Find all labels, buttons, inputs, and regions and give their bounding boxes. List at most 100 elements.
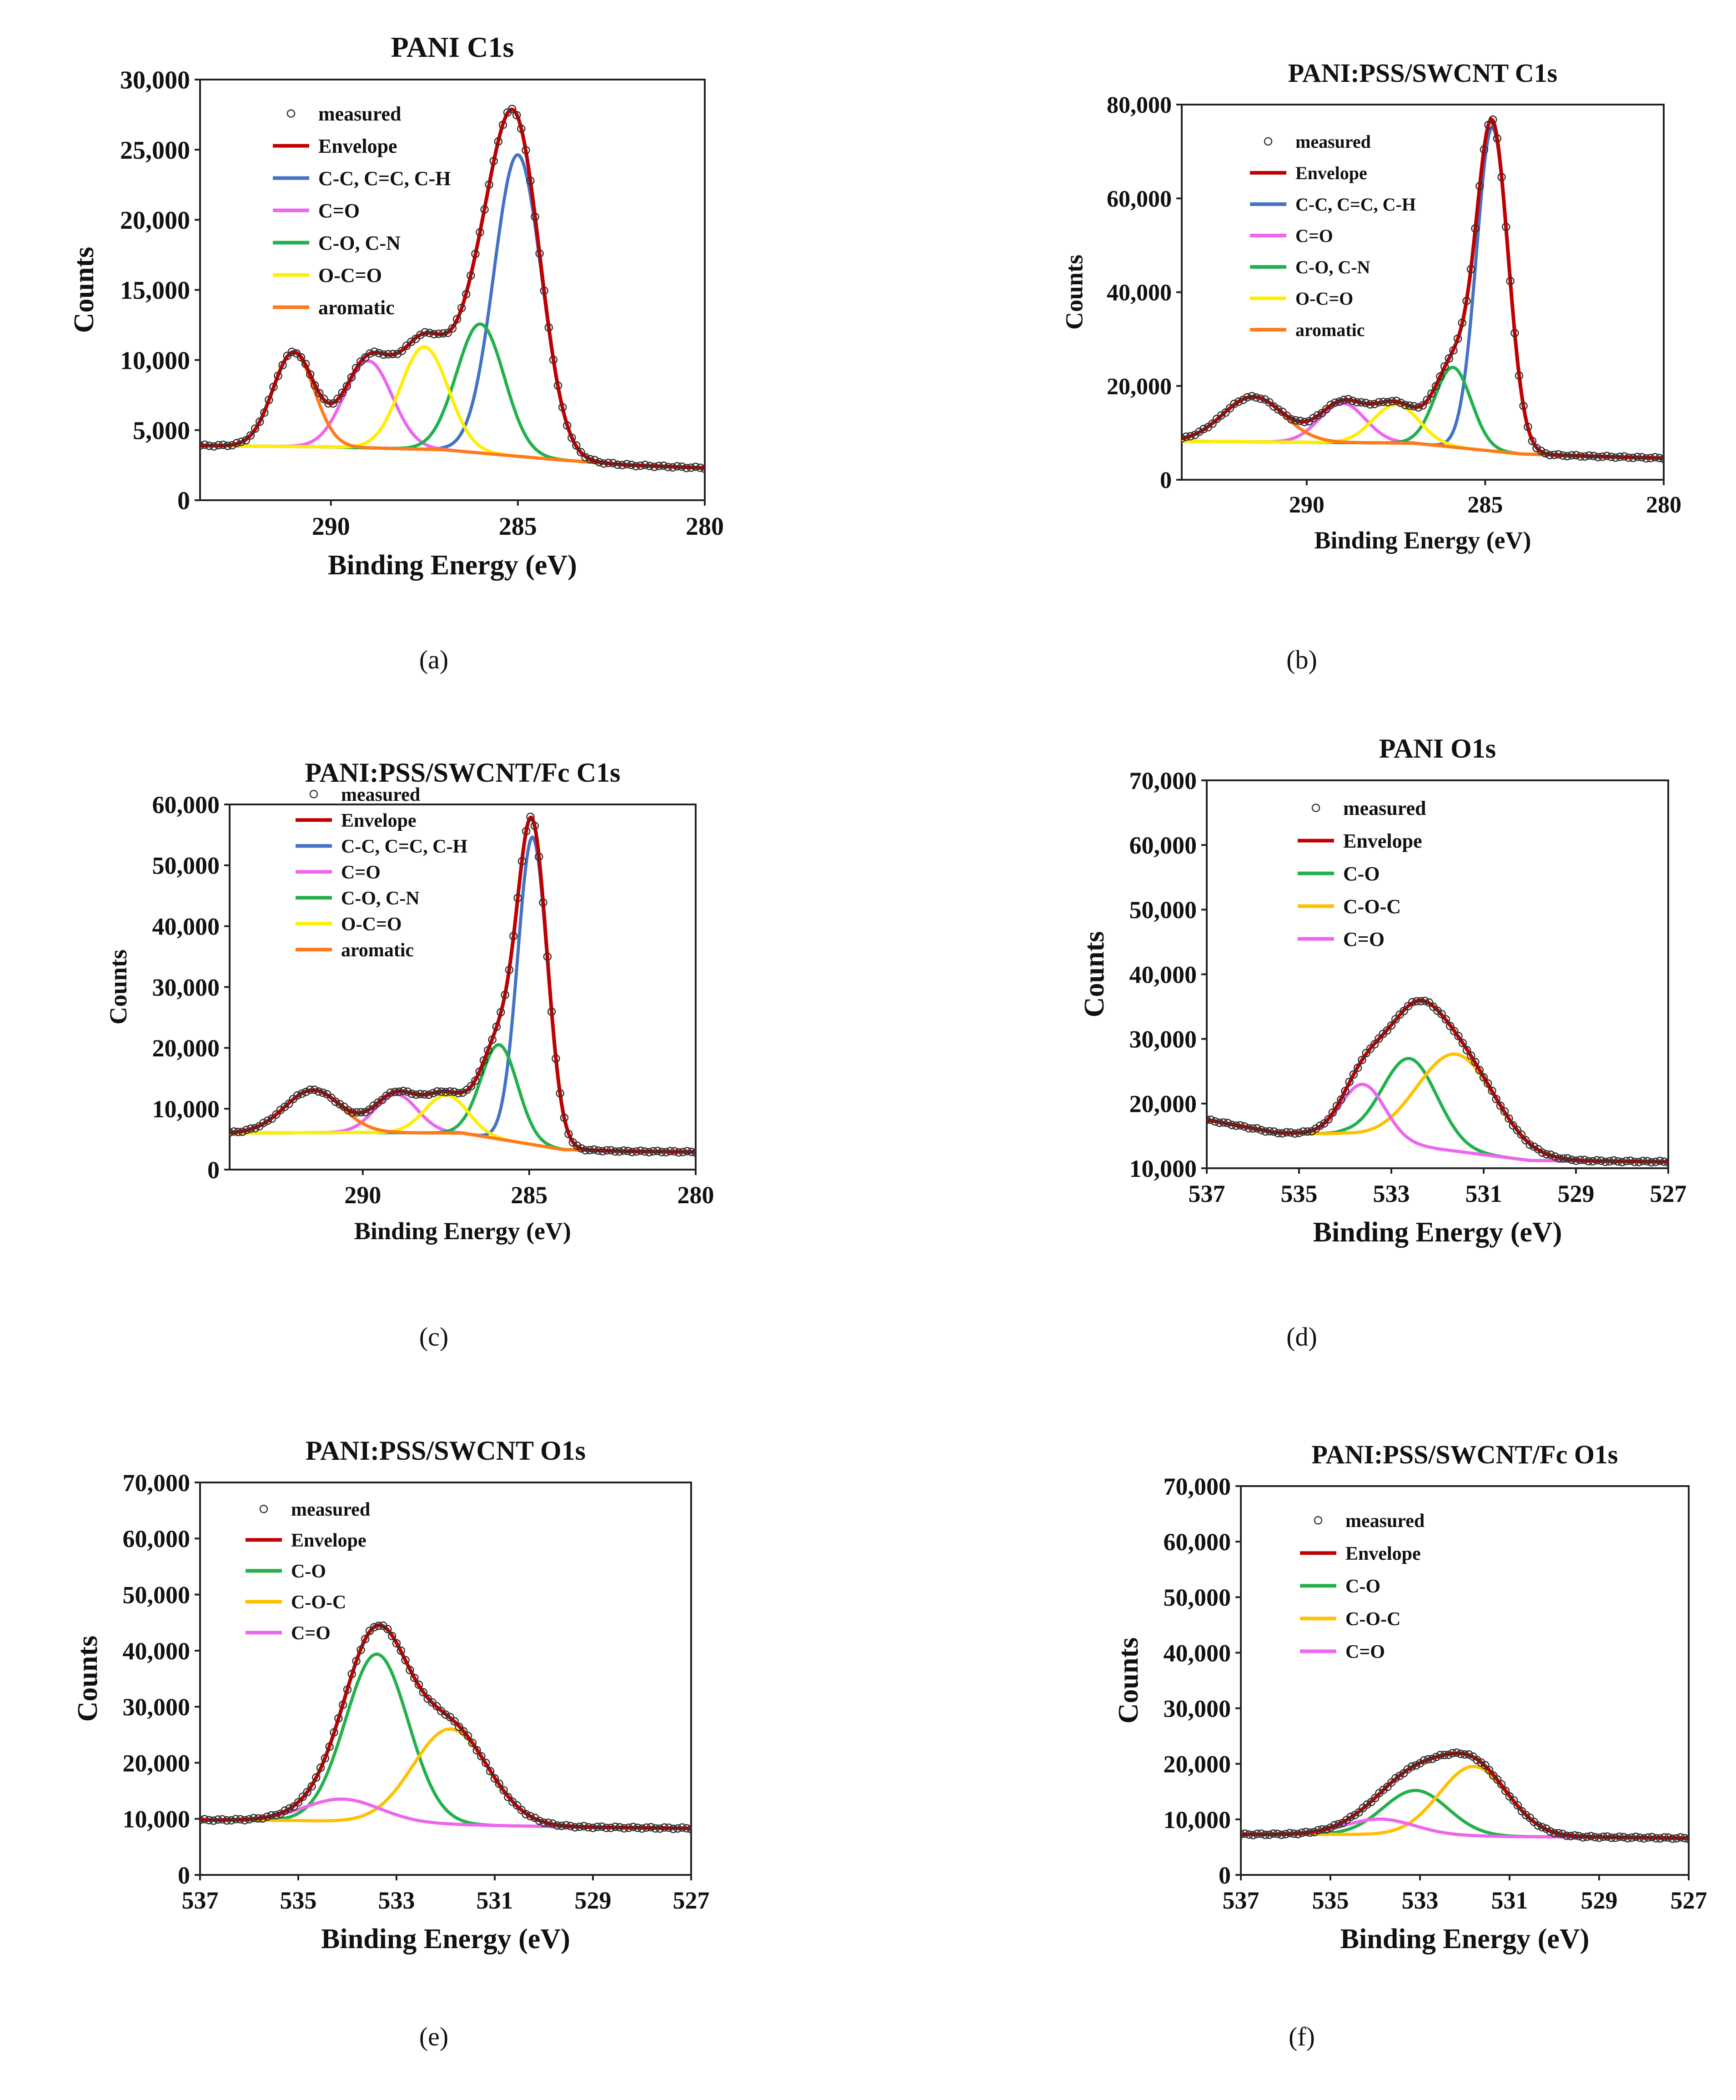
measured-point — [572, 441, 581, 450]
measured-point — [1219, 1118, 1228, 1127]
measured-point — [1517, 1130, 1526, 1139]
measured-point — [1411, 1761, 1420, 1770]
measured-point — [597, 1822, 606, 1831]
measured-point — [1574, 1832, 1583, 1841]
chart-title: PANI:PSS/SWCNT O1s — [306, 1436, 586, 1466]
measured-point — [656, 1824, 664, 1833]
measured-point — [1239, 396, 1248, 404]
plot-area — [1241, 1748, 1689, 1844]
measured-point — [463, 1732, 472, 1740]
measured-point — [1337, 1095, 1345, 1104]
measured-point — [1366, 1044, 1375, 1053]
measured-point — [1652, 1834, 1661, 1843]
measured-point — [552, 1054, 560, 1063]
measured-point — [454, 1089, 463, 1098]
measured-point — [238, 1127, 247, 1136]
measured-point — [660, 1823, 669, 1832]
y-tick-label: 60,000 — [1164, 1528, 1231, 1556]
measured-point — [659, 461, 668, 470]
measured-point — [682, 1824, 691, 1833]
measured-point — [1509, 1121, 1517, 1130]
component-curve-c-o-c — [200, 1727, 691, 1830]
measured-point — [611, 1147, 620, 1156]
x-tick-label: 527 — [673, 1887, 710, 1914]
measured-point — [1207, 1115, 1211, 1124]
y-tick-label: 10,000 — [120, 347, 190, 375]
measured-point — [479, 1056, 488, 1065]
y-tick-label: 0 — [178, 1862, 190, 1889]
measured-point — [1322, 1825, 1331, 1834]
measured-point — [1664, 1833, 1673, 1842]
measured-point — [475, 1067, 484, 1076]
measured-point — [1497, 173, 1506, 181]
measured-point — [1570, 1831, 1579, 1840]
measured-point — [1383, 1026, 1392, 1035]
measured-point — [1566, 1832, 1575, 1840]
legend-label: measured — [341, 784, 420, 805]
y-axis-label: Counts — [69, 247, 100, 333]
x-tick-label: 527 — [1671, 1887, 1707, 1914]
measured-point — [642, 1823, 651, 1832]
x-tick-label: 537 — [1189, 1180, 1225, 1207]
measured-point — [1639, 1156, 1647, 1166]
measured-point — [1453, 334, 1462, 343]
measured-point — [1590, 1833, 1600, 1842]
measured-point — [209, 1816, 218, 1825]
measured-point — [1215, 1118, 1224, 1127]
measured-point — [285, 1804, 294, 1813]
measured-point — [321, 1754, 330, 1763]
measured-point — [1607, 452, 1616, 461]
measured-point — [1208, 419, 1217, 428]
measured-point — [297, 1090, 306, 1098]
measured-point — [316, 1763, 325, 1772]
measured-point — [1672, 1834, 1681, 1843]
measured-point — [1496, 1101, 1505, 1110]
measured-point — [1572, 451, 1580, 460]
legend-label: C-O-C — [291, 1592, 346, 1613]
measured-point — [641, 461, 650, 469]
measured-point — [588, 1824, 597, 1832]
measured-point — [1659, 454, 1664, 463]
measured-point — [222, 1816, 231, 1825]
measured-point — [1513, 1125, 1522, 1135]
measured-point — [1290, 1129, 1299, 1138]
measured-point — [320, 395, 328, 403]
measured-point — [1664, 1158, 1668, 1167]
measured-point — [522, 827, 531, 835]
measured-point — [425, 328, 434, 337]
measured-point — [1644, 1833, 1652, 1842]
measured-point — [1614, 1157, 1622, 1166]
measured-point — [1534, 1821, 1542, 1830]
measured-point — [1493, 1775, 1502, 1784]
measured-point — [1309, 414, 1318, 422]
measured-point — [306, 370, 315, 379]
measured-point — [687, 1147, 696, 1156]
measured-point — [1545, 451, 1554, 460]
measured-point — [615, 1147, 624, 1156]
y-tick-label: 15,000 — [120, 276, 190, 305]
measured-point — [1567, 451, 1576, 460]
measured-point — [1530, 1142, 1538, 1151]
measured-point — [1485, 1766, 1494, 1774]
measured-point — [1575, 1156, 1585, 1164]
measured-point — [1281, 1830, 1290, 1839]
measured-point — [1456, 1749, 1465, 1758]
legend-label: C=O — [341, 862, 381, 883]
measured-point — [1269, 1127, 1278, 1136]
measured-point — [566, 1822, 575, 1830]
measured-point — [236, 1815, 245, 1824]
measured-point — [1631, 1832, 1640, 1841]
measured-point — [1247, 392, 1256, 401]
legend-label: O-C=O — [1295, 288, 1353, 309]
measured-point — [366, 349, 374, 358]
measured-point — [623, 1146, 632, 1156]
measured-point — [459, 1727, 468, 1736]
measured-point — [657, 1148, 666, 1156]
measured-point — [539, 898, 547, 907]
x-tick-label: 533 — [378, 1887, 415, 1914]
legend-label: C=O — [291, 1623, 331, 1644]
measured-point — [678, 1148, 687, 1156]
measured-point — [1410, 402, 1418, 411]
y-tick-label: 30,000 — [1129, 1026, 1197, 1053]
measured-point — [1563, 452, 1572, 461]
